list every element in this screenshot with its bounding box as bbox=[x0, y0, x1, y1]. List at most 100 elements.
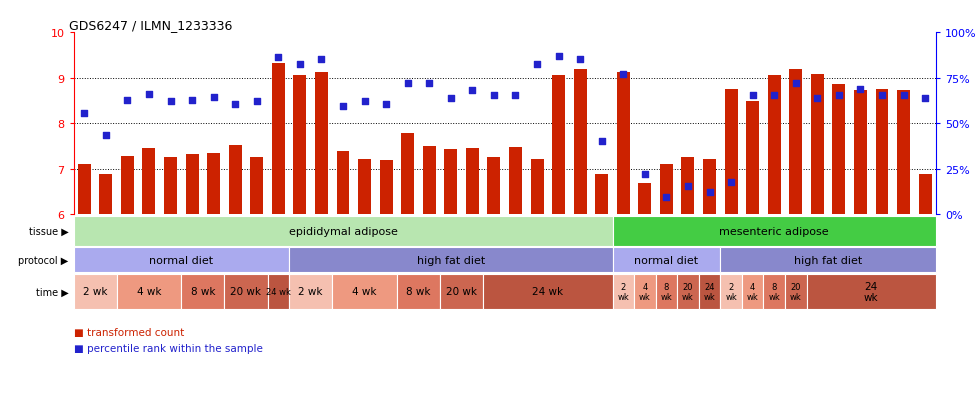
Point bbox=[335, 103, 351, 110]
Point bbox=[378, 102, 394, 108]
Point bbox=[594, 138, 610, 145]
Point bbox=[508, 93, 523, 99]
Point bbox=[702, 189, 717, 195]
Text: 24 wk: 24 wk bbox=[532, 287, 563, 297]
Point bbox=[292, 62, 308, 68]
Text: high fat diet: high fat diet bbox=[794, 255, 862, 265]
Text: 24
wk: 24 wk bbox=[704, 282, 715, 301]
Point bbox=[896, 93, 911, 99]
Text: protocol ▶: protocol ▶ bbox=[19, 255, 69, 265]
Text: epididymal adipose: epididymal adipose bbox=[288, 226, 398, 236]
Text: 2 wk: 2 wk bbox=[298, 287, 322, 297]
Bar bbox=[315, 73, 328, 215]
Text: 20
wk: 20 wk bbox=[682, 282, 694, 301]
Bar bbox=[789, 70, 803, 215]
Bar bbox=[142, 149, 156, 215]
Point bbox=[270, 55, 286, 62]
Text: 8 wk: 8 wk bbox=[190, 287, 216, 297]
Point bbox=[659, 194, 674, 201]
Text: 20 wk: 20 wk bbox=[230, 287, 262, 297]
Bar bbox=[530, 159, 544, 215]
Point bbox=[917, 95, 933, 102]
Point bbox=[141, 91, 157, 98]
Point bbox=[551, 53, 566, 60]
Point bbox=[874, 93, 890, 99]
Bar bbox=[228, 146, 242, 215]
Text: 20 wk: 20 wk bbox=[446, 287, 477, 297]
Bar bbox=[99, 175, 113, 215]
Bar bbox=[875, 90, 889, 215]
Point bbox=[766, 93, 782, 99]
Bar bbox=[271, 64, 285, 215]
Point bbox=[465, 88, 480, 95]
Text: normal diet: normal diet bbox=[634, 255, 699, 265]
Point bbox=[529, 62, 545, 68]
Bar bbox=[595, 175, 609, 215]
Point bbox=[853, 87, 868, 93]
Point bbox=[745, 93, 760, 99]
Point bbox=[680, 183, 696, 190]
Point bbox=[206, 94, 221, 101]
Bar bbox=[573, 70, 587, 215]
Bar bbox=[487, 158, 501, 215]
Point bbox=[723, 180, 739, 186]
Bar bbox=[552, 76, 565, 215]
Bar bbox=[444, 150, 458, 215]
Text: 4
wk: 4 wk bbox=[747, 282, 759, 301]
Point bbox=[357, 99, 372, 105]
Bar bbox=[832, 85, 846, 215]
Point bbox=[831, 93, 847, 99]
Bar bbox=[466, 149, 479, 215]
Bar bbox=[724, 90, 738, 215]
Bar bbox=[638, 184, 652, 215]
Text: 2 wk: 2 wk bbox=[82, 287, 108, 297]
Bar bbox=[660, 165, 673, 215]
Text: 8 wk: 8 wk bbox=[407, 287, 431, 297]
Text: 24 wk: 24 wk bbox=[266, 287, 291, 296]
Point bbox=[184, 97, 200, 104]
Bar bbox=[746, 102, 760, 215]
Point bbox=[227, 102, 243, 108]
Text: 4 wk: 4 wk bbox=[136, 287, 161, 297]
Bar bbox=[250, 158, 264, 215]
Text: GDS6247 / ILMN_1233336: GDS6247 / ILMN_1233336 bbox=[70, 19, 232, 32]
Text: 8
wk: 8 wk bbox=[768, 282, 780, 301]
Bar bbox=[164, 158, 177, 215]
Bar bbox=[810, 75, 824, 215]
Bar bbox=[703, 159, 716, 215]
Bar bbox=[509, 147, 522, 215]
Point bbox=[98, 132, 114, 139]
Text: tissue ▶: tissue ▶ bbox=[28, 226, 69, 236]
Bar bbox=[293, 76, 307, 215]
Text: time ▶: time ▶ bbox=[36, 287, 69, 297]
Point bbox=[314, 56, 329, 63]
Text: 4
wk: 4 wk bbox=[639, 282, 651, 301]
Bar bbox=[379, 160, 393, 215]
Point bbox=[249, 99, 265, 105]
Bar bbox=[77, 165, 91, 215]
Text: 20
wk: 20 wk bbox=[790, 282, 802, 301]
Point bbox=[637, 171, 653, 178]
Text: normal diet: normal diet bbox=[149, 255, 214, 265]
Bar bbox=[207, 154, 220, 215]
Point bbox=[788, 81, 804, 87]
Point bbox=[443, 95, 459, 102]
Point bbox=[120, 98, 135, 104]
Text: 4 wk: 4 wk bbox=[353, 287, 376, 297]
Point bbox=[163, 99, 178, 105]
Text: ■ percentile rank within the sample: ■ percentile rank within the sample bbox=[74, 344, 263, 354]
Bar bbox=[681, 158, 695, 215]
Point bbox=[421, 81, 437, 87]
Bar bbox=[358, 159, 371, 215]
Bar bbox=[336, 152, 350, 215]
Bar bbox=[767, 76, 781, 215]
Point bbox=[809, 95, 825, 102]
Bar bbox=[897, 91, 910, 215]
Text: mesenteric adipose: mesenteric adipose bbox=[719, 226, 829, 236]
Bar bbox=[121, 157, 134, 215]
Text: 2
wk: 2 wk bbox=[617, 282, 629, 301]
Point bbox=[486, 93, 502, 99]
Bar bbox=[918, 175, 932, 215]
Bar bbox=[185, 155, 199, 215]
Bar bbox=[401, 134, 415, 215]
